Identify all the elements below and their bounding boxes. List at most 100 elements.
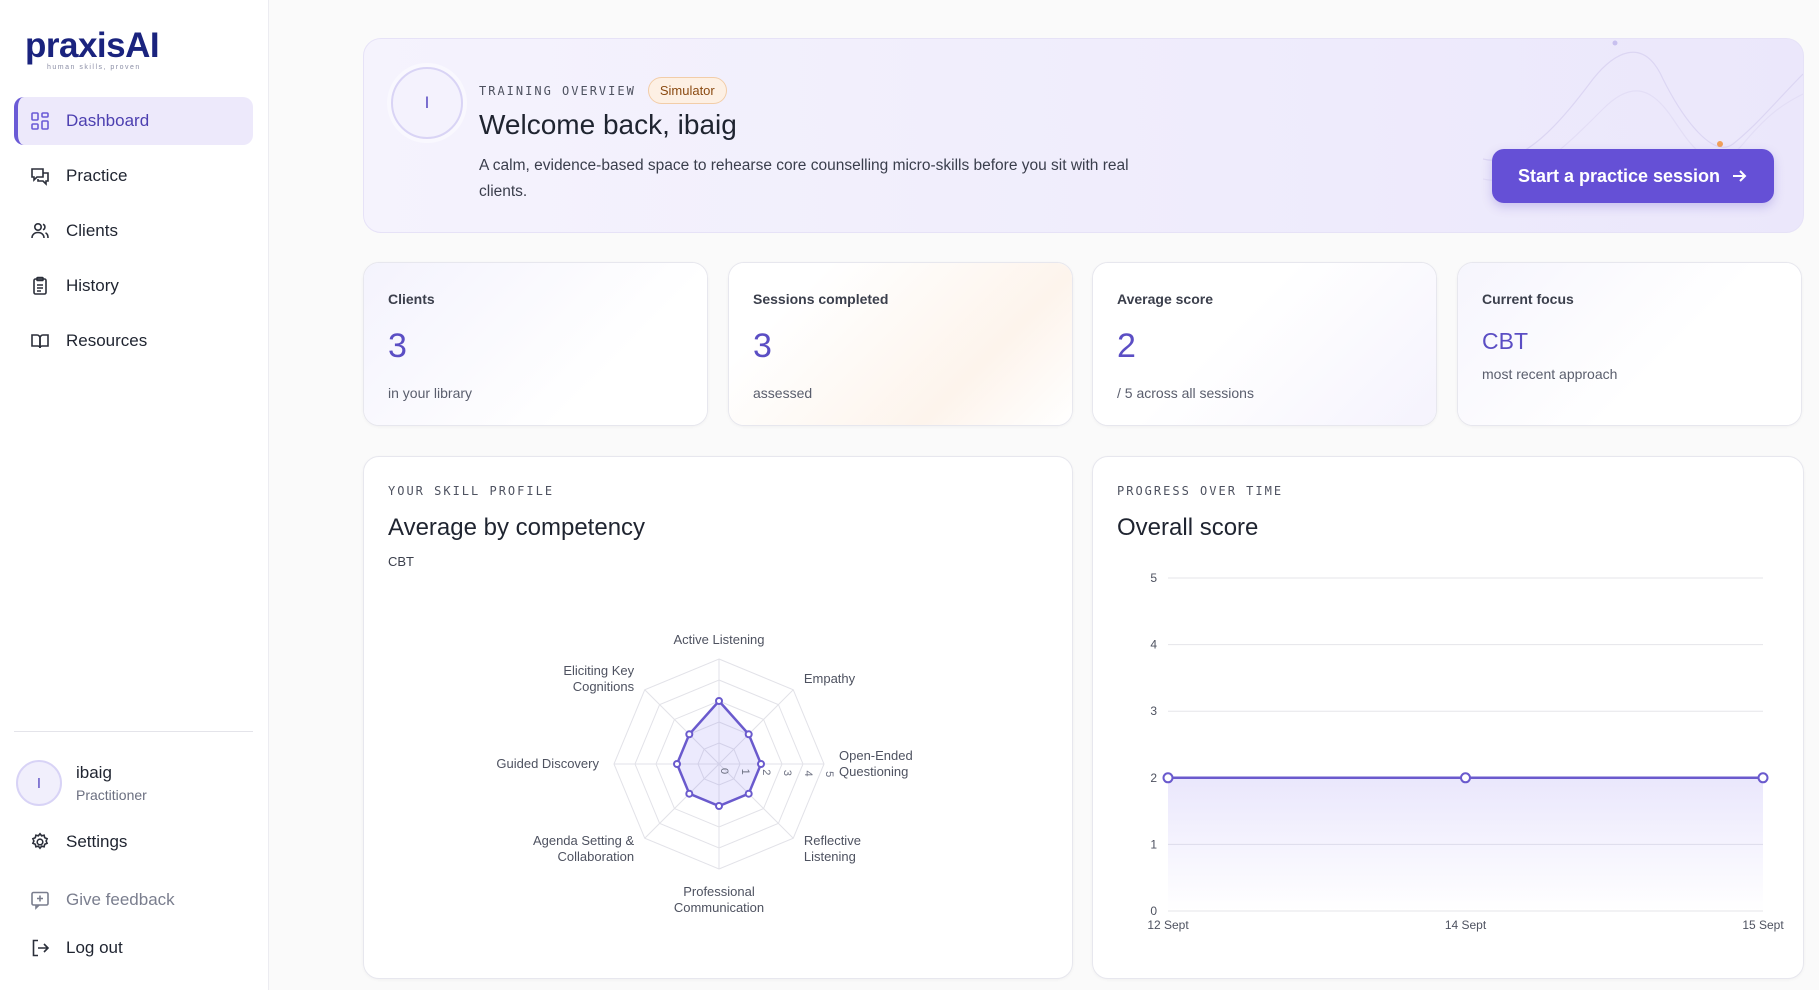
y-tick-label: 2 <box>1150 771 1157 785</box>
y-tick-label: 3 <box>1150 704 1157 718</box>
radar-point <box>744 789 753 798</box>
skill-profile-panel: YOUR SKILL PROFILE Average by competency… <box>363 456 1073 979</box>
stat-card-clients[interactable]: Clients 3 in your library <box>363 262 708 426</box>
radar-category-label: Guided Discovery <box>496 756 599 771</box>
gear-icon <box>31 832 49 850</box>
stat-sub: / 5 across all sessions <box>1117 385 1254 401</box>
hero-description: A calm, evidence-based space to rehearse… <box>479 157 1129 200</box>
stat-label: Clients <box>388 291 435 307</box>
progress-panel: PROGRESS OVER TIME Overall score 0 1 2 3 4 5 1… <box>1092 456 1804 979</box>
radar-point <box>715 802 723 810</box>
stat-sub: in your library <box>388 385 473 401</box>
y-tick-label: 0 <box>1150 904 1157 918</box>
panel-subtitle: CBT <box>388 554 414 569</box>
logo[interactable]: praxisAI human skills, proven <box>25 26 160 71</box>
series-point <box>1460 772 1471 784</box>
radar-point <box>685 789 694 798</box>
radar-tick-label: 4 <box>802 771 814 777</box>
sidebar-item-label: Resources <box>66 331 148 350</box>
logout-icon <box>32 939 50 957</box>
radar-category-label: Open-Ended Questioning <box>839 748 913 779</box>
sidebar: praxisAI human skills, proven Dashboard … <box>0 0 269 990</box>
radar-category-label: Reflective Listening <box>804 833 861 864</box>
panel-title: Average by competency <box>388 514 646 541</box>
simulator-badge: Simulator <box>647 77 727 104</box>
stat-value: CBT <box>1482 328 1528 354</box>
give-feedback-link[interactable]: Give feedback <box>30 890 175 910</box>
stat-card-average-score[interactable]: Average score 2 / 5 across all sessions <box>1092 262 1437 426</box>
sidebar-item-history[interactable]: History <box>14 262 253 310</box>
logout-label: Log out <box>66 938 123 957</box>
y-tick-label: 5 <box>1150 571 1157 585</box>
stat-card-current-focus[interactable]: Current focus CBT most recent approach <box>1457 262 1802 426</box>
radar-category-label: Eliciting Key Cognitions <box>563 663 634 694</box>
hero-avatar: I <box>391 67 463 139</box>
settings-label: Settings <box>66 832 128 851</box>
radar-category-label: Empathy <box>804 671 856 686</box>
sidebar-item-label: Clients <box>66 221 118 240</box>
radar-tick-label: 3 <box>781 770 793 776</box>
arrow-right-icon <box>1733 170 1747 182</box>
stat-sub: most recent approach <box>1482 366 1618 382</box>
radar-point <box>673 760 681 768</box>
sidebar-item-resources[interactable]: Resources <box>14 317 253 365</box>
user-role: Practitioner <box>76 787 147 803</box>
radar-tick-label: 0 <box>718 768 730 774</box>
stat-sub: assessed <box>753 385 813 401</box>
x-tick-label: 15 Sept <box>1742 918 1784 932</box>
sidebar-item-label: History <box>66 276 119 295</box>
logo-wordmark-ai: AI <box>125 26 160 65</box>
radar-category-label: Agenda Setting & Collaboration <box>533 833 635 864</box>
logo-wordmark: praxis <box>25 26 126 65</box>
radar-tick-label: 5 <box>823 771 835 777</box>
x-tick-label: 14 Sept <box>1445 918 1487 932</box>
book-icon <box>31 334 49 349</box>
radar-point <box>757 760 765 768</box>
avatar: I <box>16 760 62 806</box>
radar-point <box>744 730 753 739</box>
y-tick-label: 1 <box>1150 837 1157 851</box>
start-practice-session-button[interactable]: Start a practice session <box>1492 149 1774 203</box>
logout-link[interactable]: Log out <box>30 938 123 958</box>
sidebar-nav: Dashboard Practice Clients History Resou… <box>14 97 253 372</box>
stat-label: Sessions completed <box>753 291 889 307</box>
settings-link[interactable]: Settings <box>30 832 127 852</box>
radar-spoke <box>718 689 794 765</box>
stat-card-sessions[interactable]: Sessions completed 3 assessed <box>728 262 1073 426</box>
x-tick-label: 12 Sept <box>1147 918 1189 932</box>
radar-spoke <box>644 689 720 765</box>
start-practice-session-label: Start a practice session <box>1517 165 1721 186</box>
page-title: Welcome back, ibaig <box>479 109 737 140</box>
y-tick-label: 4 <box>1150 638 1157 652</box>
line-chart: 0 1 2 3 4 5 12 Sept 14 Sept 15 Sept <box>1147 571 1784 932</box>
stat-label: Average score <box>1117 291 1213 307</box>
user-profile[interactable]: I ibaig Practitioner <box>16 760 147 806</box>
clipboard-icon <box>33 276 47 295</box>
series-point <box>1757 772 1769 784</box>
chat-icon <box>31 168 49 186</box>
sidebar-divider <box>14 731 253 732</box>
sidebar-item-dashboard[interactable]: Dashboard <box>14 97 253 145</box>
stat-value: 3 <box>753 327 772 365</box>
decorative-wave <box>1483 40 1803 182</box>
users-icon <box>31 222 49 239</box>
panel-eyebrow: YOUR SKILL PROFILE <box>388 484 555 498</box>
give-feedback-label: Give feedback <box>66 890 175 909</box>
stat-value: 2 <box>1117 327 1136 365</box>
panel-title: Overall score <box>1117 514 1259 541</box>
radar-chart: 0 1 2 3 4 5 Active Listening Empathy Open-Ended Q… <box>496 632 913 915</box>
stat-label: Current focus <box>1482 291 1574 307</box>
sidebar-item-clients[interactable]: Clients <box>14 207 253 255</box>
grid-icon <box>31 112 49 130</box>
logo-tagline: human skills, proven <box>47 64 141 71</box>
series-area <box>1168 777 1763 911</box>
training-overview-hero: I TRAINING OVERVIEW Simulator Welcome ba… <box>363 38 1804 233</box>
radar-tick-label: 1 <box>739 769 751 775</box>
sidebar-item-practice[interactable]: Practice <box>14 152 253 200</box>
hero-eyebrow: TRAINING OVERVIEW <box>479 83 636 98</box>
feedback-plus-icon <box>31 891 49 910</box>
panel-eyebrow: PROGRESS OVER TIME <box>1117 484 1284 498</box>
radar-category-label: Professional Communication <box>674 884 764 915</box>
sidebar-item-label: Dashboard <box>66 111 150 130</box>
radar-point <box>685 730 694 739</box>
